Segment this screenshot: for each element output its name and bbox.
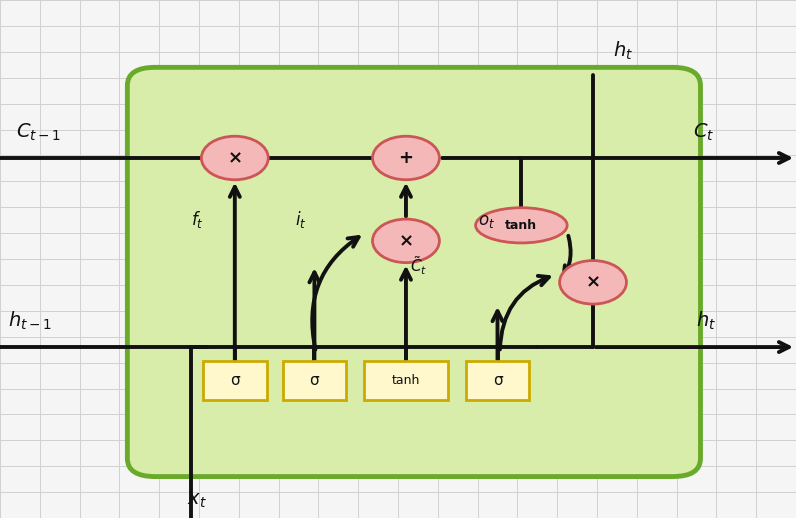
Ellipse shape bbox=[476, 208, 568, 243]
Text: ×: × bbox=[227, 149, 243, 167]
Text: $x_t$: $x_t$ bbox=[187, 492, 207, 510]
Text: +: + bbox=[399, 149, 413, 167]
Text: tanh: tanh bbox=[392, 374, 420, 387]
Ellipse shape bbox=[373, 219, 439, 263]
Text: σ: σ bbox=[310, 373, 319, 388]
FancyBboxPatch shape bbox=[203, 362, 267, 400]
Text: tanh: tanh bbox=[505, 219, 537, 232]
FancyBboxPatch shape bbox=[365, 362, 447, 400]
Text: $f_t$: $f_t$ bbox=[191, 209, 204, 231]
Text: ×: × bbox=[398, 232, 414, 250]
Text: $h_t$: $h_t$ bbox=[696, 309, 716, 332]
Text: $h_{t-1}$: $h_{t-1}$ bbox=[8, 309, 52, 332]
Ellipse shape bbox=[560, 261, 626, 304]
FancyBboxPatch shape bbox=[283, 362, 346, 400]
Text: $h_t$: $h_t$ bbox=[613, 40, 633, 62]
Text: σ: σ bbox=[230, 373, 240, 388]
Text: $C_{t-1}$: $C_{t-1}$ bbox=[16, 121, 61, 142]
FancyBboxPatch shape bbox=[466, 362, 529, 400]
Text: ×: × bbox=[585, 274, 601, 291]
Text: $C_t$: $C_t$ bbox=[693, 121, 714, 142]
Text: $i_t$: $i_t$ bbox=[295, 209, 306, 231]
Text: $\tilde{C}_t$: $\tilde{C}_t$ bbox=[410, 254, 427, 277]
Ellipse shape bbox=[201, 136, 268, 180]
Ellipse shape bbox=[373, 136, 439, 180]
FancyBboxPatch shape bbox=[127, 67, 700, 477]
Text: $o_t$: $o_t$ bbox=[478, 212, 494, 231]
Text: σ: σ bbox=[493, 373, 502, 388]
